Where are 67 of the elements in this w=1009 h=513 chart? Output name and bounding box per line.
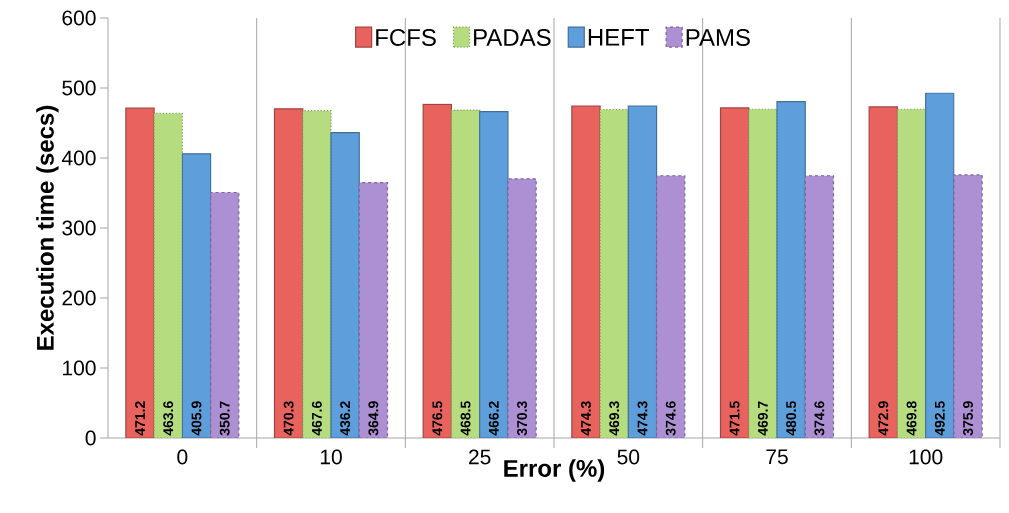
bar xyxy=(655,175,686,438)
bar xyxy=(925,92,955,438)
data-label: 364.9 xyxy=(368,401,379,436)
x-tick-label: 100 xyxy=(909,449,943,465)
data-label: 474.3 xyxy=(580,401,591,436)
data-label: 469.3 xyxy=(609,401,620,436)
y-axis-title: Execution time (secs) xyxy=(36,105,59,350)
data-label: 471.2 xyxy=(135,401,145,436)
x-tick-label: 75 xyxy=(766,449,788,465)
legend-label: FCFS xyxy=(376,28,436,46)
data-label: 405.9 xyxy=(191,401,202,436)
bar xyxy=(719,107,750,438)
bar xyxy=(896,108,927,438)
x-axis-title: Error (%) xyxy=(504,459,605,482)
bar xyxy=(776,101,806,438)
data-label: 436.2 xyxy=(340,401,351,436)
legend-label: PADAS xyxy=(474,28,551,46)
bar xyxy=(273,108,304,438)
bar xyxy=(181,153,212,438)
bar xyxy=(599,108,629,438)
y-tick-label: 200 xyxy=(62,290,96,306)
data-label: 476.5 xyxy=(432,401,443,436)
bar xyxy=(330,132,360,438)
data-label: 463.6 xyxy=(163,401,174,436)
data-label: 375.9 xyxy=(963,401,973,436)
data-label: 492.5 xyxy=(934,401,945,436)
data-label: 474.3 xyxy=(637,401,648,436)
y-tick-label: 600 xyxy=(62,10,96,26)
data-label: 472.9 xyxy=(878,401,889,436)
data-label: 471.5 xyxy=(729,401,740,436)
bar xyxy=(748,108,778,438)
y-tick-label: 300 xyxy=(62,220,96,236)
data-label: 480.5 xyxy=(786,401,797,436)
data-label: 469.8 xyxy=(906,401,917,436)
y-tick-label: 400 xyxy=(61,150,96,166)
bar xyxy=(358,181,389,438)
data-label: 469.7 xyxy=(757,401,768,436)
bar xyxy=(868,106,899,438)
legend-label: PAMS xyxy=(686,28,750,46)
data-label: 468.5 xyxy=(460,401,471,436)
data-label: 374.6 xyxy=(814,401,825,436)
bar xyxy=(479,111,509,438)
bar xyxy=(953,174,983,438)
y-tick-label: 500 xyxy=(62,80,96,96)
bar xyxy=(302,110,332,438)
x-tick-label: 0 xyxy=(177,449,188,465)
bar xyxy=(209,191,240,438)
x-tick-label: 50 xyxy=(617,449,640,465)
legend-label: HEFT xyxy=(588,29,649,46)
bar xyxy=(125,107,155,438)
y-tick-label: 0 xyxy=(85,430,96,446)
x-tick-label: 25 xyxy=(469,449,491,465)
bar xyxy=(153,112,183,438)
bar xyxy=(422,103,453,438)
data-label: 470.3 xyxy=(283,401,294,436)
bar xyxy=(507,178,537,438)
y-tick-label: 100 xyxy=(63,360,96,376)
bar xyxy=(627,105,658,438)
data-label: 374.6 xyxy=(665,401,676,436)
data-label: 467.6 xyxy=(311,401,322,436)
data-label: 466.2 xyxy=(488,401,499,436)
bar xyxy=(804,175,835,438)
bar xyxy=(571,105,601,438)
data-label: 350.7 xyxy=(219,401,230,436)
x-tick-label: 10 xyxy=(320,449,342,465)
data-label: 370.3 xyxy=(517,401,528,436)
bar xyxy=(450,109,481,438)
